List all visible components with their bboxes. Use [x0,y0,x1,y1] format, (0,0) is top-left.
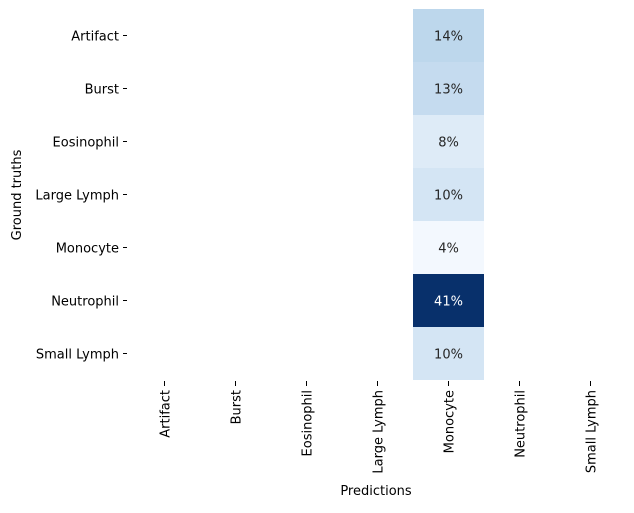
x-tick-label: Artifact [159,390,174,438]
x-tick-label: Neutrophil [514,390,529,458]
heatmap-cell-label: 10% [434,189,463,204]
heatmap-cell-label: 4% [438,242,459,257]
heatmap-cell-label: 8% [438,136,459,151]
x-axis-label: Predictions [340,484,412,499]
heatmap-cell-label: 10% [434,348,463,363]
y-tick-label: Monocyte [56,242,119,257]
y-axis-label: Ground truths [10,149,25,240]
x-tick-label: Large Lymph [372,390,387,474]
heatmap-cell [413,9,484,62]
y-tick-label: Small Lymph [36,348,119,363]
y-tick-label: Burst [85,83,119,98]
y-tick-label: Neutrophil [51,295,119,310]
heatmap-cell [413,168,484,221]
y-tick-label: Large Lymph [35,189,119,204]
heatmap-cell-label: 14% [434,30,463,45]
x-tick-label: Small Lymph [585,390,600,473]
heatmap-cell [413,62,484,115]
y-tick-label: Artifact [71,30,119,45]
heatmap-cell [413,327,484,380]
x-tick-label: Eosinophil [301,390,316,456]
y-tick-label: Eosinophil [53,136,119,151]
heatmap-cell [413,274,484,327]
x-tick-label: Monocyte [443,390,458,453]
heatmap-cell [413,221,484,274]
x-tick-label: Burst [230,390,245,424]
heatmap-cell-label: 41% [434,295,463,310]
heatmap-cell [413,115,484,168]
heatmap-cell-label: 13% [434,83,463,98]
